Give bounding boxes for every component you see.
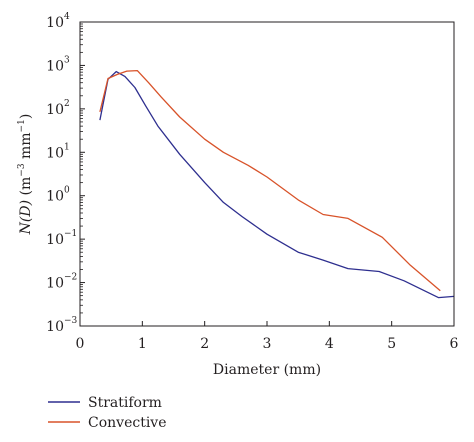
y-tick-label: 10 [46,189,64,205]
y-tick-exponent: 3 [64,55,70,65]
y-tick-exponent: 0 [64,186,70,196]
y-tick-exponent: −2 [64,273,77,283]
y-tick-label: 10 [46,58,64,74]
legend: Stratiform Convective [48,395,167,431]
y-tick-exponent: −3 [64,316,78,326]
series-line-convective [99,69,441,292]
x-axis-label: Diameter (mm) [213,362,321,378]
x-tick-label: 2 [200,336,209,352]
plot-layer [99,69,455,299]
plot-frame [79,21,455,327]
series-line-stratiform [99,70,455,299]
y-tick-exponent: 1 [64,142,70,152]
y-tick-label: 10 [46,319,64,335]
x-tick-label: 6 [450,336,459,352]
y-tick-exponent: 2 [64,99,70,109]
x-tick-label: 4 [325,336,334,352]
x-tick-label: 3 [263,336,272,352]
y-tick-label: 10 [46,232,64,248]
y-tick-label: 10 [46,145,64,161]
legend-label-stratiform: Stratiform [88,395,162,411]
x-tick-label: 0 [76,336,85,352]
y-tick-label: 10 [46,102,64,118]
y-tick-exponent: 4 [64,12,70,22]
y-tick-label: 10 [46,276,64,292]
x-tick-label: 5 [387,336,396,352]
legend-label-convective: Convective [88,415,167,431]
y-tick-label: 10 [46,15,64,31]
y-tick-exponent: −1 [64,229,77,239]
x-tick-label: 1 [138,336,147,352]
y-axis-label: N(D) (m−3 mm−1) [17,114,34,236]
